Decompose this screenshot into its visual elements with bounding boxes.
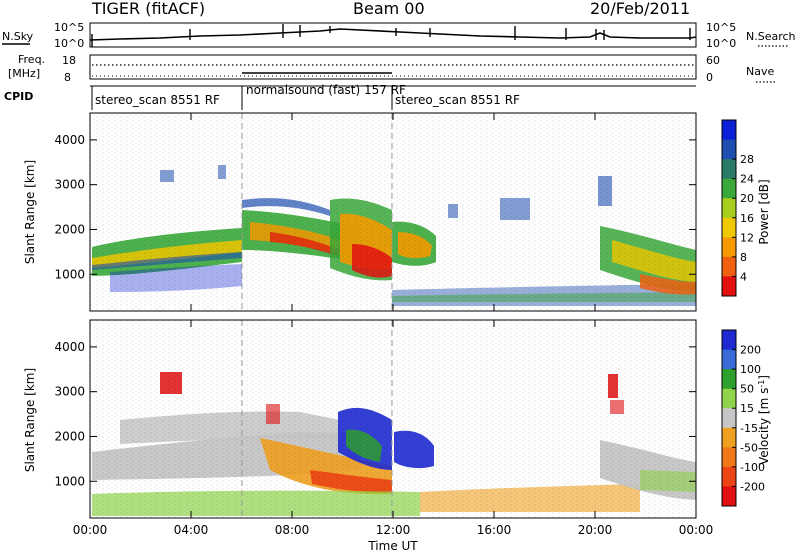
colorbar-swatch [722,120,736,141]
power-ylabel: Slant Range [km] [23,160,37,264]
x-tick-label: 12:00 [376,523,411,537]
colorbar-tick-label: 200 [740,344,761,357]
noise-strip: N.Sky 10^5 10^0 10^5 10^0 N.Search [2,21,796,50]
colorbar-tick-label: 4 [740,270,747,283]
colorbar-swatch [722,139,736,160]
noise-spikes [91,24,691,47]
noise-tick-bottom-left: 10^0 [54,37,84,50]
colorbar-tick-label: 100 [740,363,761,376]
cpid-row: CPID stereo_scan 8551 RF normalsound (fa… [4,83,696,110]
nsearch-label: N.Search [746,30,796,43]
nave-label: Nave [746,65,774,78]
colorbar-swatch [722,330,736,351]
colorbar-swatch [722,427,736,448]
velocity-ylabel: Slant Range [km] [23,368,37,472]
cpid-label: CPID [4,90,33,103]
y-tick-label: 4000 [54,133,85,147]
cpid-segment-0: stereo_scan 8551 RF [95,93,220,107]
colorbar-swatch [722,408,736,429]
velocity-y-axis: 1000 2000 3000 4000 [54,340,696,488]
station-title: TIGER (fitACF) [91,0,205,18]
freq-label-2: [MHz] [8,67,40,80]
colorbar-swatch [722,159,736,180]
cpid-segment-2: stereo_scan 8551 RF [395,93,520,107]
colorbar-swatch [722,388,736,409]
colorbar-swatch [722,349,736,370]
power-echoes [90,113,696,311]
colorbar-swatch [722,198,736,219]
y-tick-label: 3000 [54,385,85,399]
colorbar-tick-label: -50 [740,441,758,454]
x-tick-label: 08:00 [275,523,310,537]
colorbar-tick-label: 12 [740,231,754,244]
colorbar-tick-label: -200 [740,480,765,493]
colorbar-swatch [722,486,736,507]
power-colorbar: 4 8 12 16 20 24 28 [721,119,754,297]
x-tick-label: 00:00 [73,523,108,537]
power-colorbar-label: Power [dB] [757,179,771,244]
colorbar-tick-label: 50 [740,383,754,396]
colorbar-swatch [722,447,736,468]
freq-tick-bottom: 8 [64,71,71,84]
freq-label-1: Freq. [18,53,45,66]
colorbar-tick-label: 28 [740,153,754,166]
freq-strip: Freq. [MHz] 18 8 60 0 Nave [8,53,776,84]
y-tick-label: 2000 [54,429,85,443]
nave-tick-bottom: 0 [706,71,713,84]
noise-tick-bottom-right: 10^0 [706,37,736,50]
noise-tick-top-left: 10^5 [54,21,84,34]
y-tick-label: 1000 [54,267,85,281]
colorbar-swatch [722,369,736,390]
colorbar-tick-label: 20 [740,192,754,205]
colorbar-swatch [722,178,736,199]
colorbar-tick-label: 16 [740,212,754,225]
nave-tick-top: 60 [706,54,720,67]
colorbar-tick-label: -15 [740,422,758,435]
nsky-label: N.Sky [2,30,34,43]
colorbar-swatch [722,276,736,297]
x-tick-label: 04:00 [174,523,209,537]
colorbar-swatch [722,466,736,487]
colorbar-tick-label: 24 [740,173,754,186]
beam-title: Beam 00 [353,0,425,18]
cpid-segment-1: normalsound (fast) 157 RF [246,83,406,97]
freq-tick-top: 18 [62,54,76,67]
colorbar-tick-label: 15 [740,402,754,415]
y-tick-label: 4000 [54,340,85,354]
velocity-panel: 1000 2000 3000 4000 00:00 04:00 08:00 12:00 16:… [23,319,714,553]
x-tick-label: 20:00 [578,523,613,537]
colorbar-swatch [722,217,736,238]
velocity-echoes [90,320,696,518]
noise-trace [89,28,697,41]
y-tick-label: 2000 [54,222,85,236]
noise-tick-top-right: 10^5 [706,21,736,34]
colorbar-tick-label: 8 [740,251,747,264]
colorbar-swatch [722,256,736,277]
power-panel: 1000 2000 3000 4000 Slant Range [km] [23,112,697,312]
velocity-x-axis: 00:00 04:00 08:00 12:00 16:00 20:00 00:00 [73,320,714,537]
date-title: 20/Feb/2011 [590,0,690,18]
velocity-colorbar-label: Velocity [m s-1] [757,375,771,465]
power-x-axis [89,113,697,311]
power-y-axis: 1000 2000 3000 4000 [54,133,696,281]
x-tick-label: 00:00 [679,523,714,537]
y-tick-label: 1000 [54,474,85,488]
velocity-colorbar: 200 100 50 15 -15 -50 -100 -200 [721,329,765,507]
y-tick-label: 3000 [54,178,85,192]
colorbar-swatch [722,237,736,258]
velocity-xlabel: Time UT [367,539,418,553]
x-tick-label: 16:00 [477,523,512,537]
colorbar-tick-label: -100 [740,461,765,474]
